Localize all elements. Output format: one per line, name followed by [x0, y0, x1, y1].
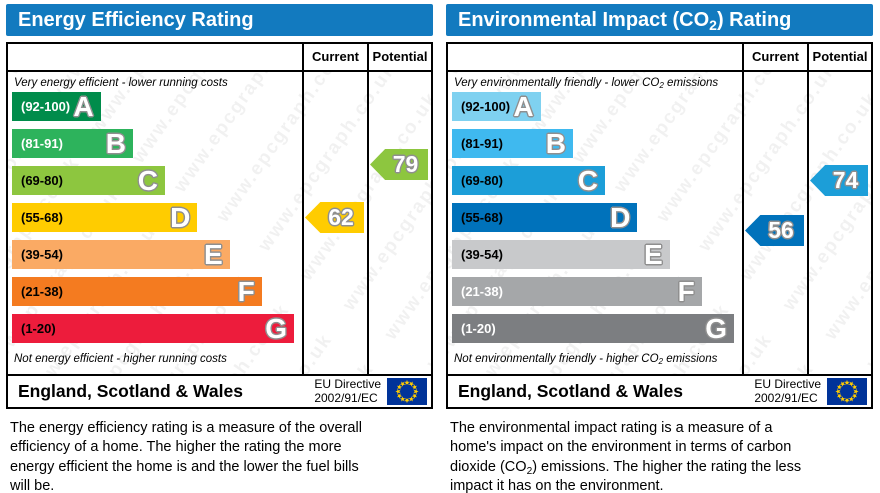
band-f: (21-38) F [12, 277, 262, 306]
title-subscript: 2 [709, 17, 717, 34]
band-letter: C [137, 165, 158, 196]
potential-column-header: Potential [367, 44, 431, 70]
chart-body: www.epcgraph.co.uk www.epcgraph.co.uk ww… [8, 72, 431, 374]
band-letter: D [610, 202, 631, 233]
bands-list: (92-100) A (81-91) B (69-80) C (55-68) D… [12, 92, 298, 351]
band-a: (92-100) A [12, 92, 101, 121]
band-range-label: (1-20) [461, 321, 496, 336]
potential-rating-value: 74 [832, 167, 859, 193]
current-column-header: Current [302, 44, 367, 70]
band-letter: D [170, 202, 191, 233]
bands-column: Very environmentally friendly - lower CO… [448, 72, 742, 374]
bottom-annotation: Not energy efficient - higher running co… [14, 353, 227, 365]
band-letter: E [203, 239, 223, 270]
band-e: (39-54) E [12, 240, 230, 269]
current-rating-arrow: 62 [305, 202, 364, 233]
band-g: (1-20) G [452, 314, 734, 343]
current-column: 56 [742, 72, 807, 374]
band-c: (69-80) C [452, 166, 605, 195]
chart-body: www.epcgraph.co.uk www.epcgraph.co.uk ww… [448, 72, 871, 374]
bottom-annotation: Not environmentally friendly - higher CO… [454, 353, 718, 367]
potential-rating-arrow: 74 [810, 165, 868, 196]
region-label: England, Scotland & Wales [458, 381, 683, 401]
current-column: 62 [302, 72, 367, 374]
title-text: Energy Efficiency Rating [18, 9, 254, 31]
band-range-label: (39-54) [21, 247, 63, 262]
bands-list: (92-100) A (81-91) B (69-80) C (55-68) D… [452, 92, 738, 351]
environmental-impact-panel: Environmental Impact (CO2) Rating Curren… [446, 4, 873, 493]
band-letter: F [237, 276, 255, 307]
band-range-label: (92-100) [461, 99, 511, 114]
band-e: (39-54) E [452, 240, 670, 269]
band-d: (55-68) D [452, 202, 638, 233]
band-letter: C [577, 165, 598, 196]
environmental-rating-table: Current Potential www.epcgraph.co.uk www… [446, 42, 873, 409]
band-letter: G [705, 313, 727, 344]
band-a: (92-100) A [452, 92, 541, 121]
band-range-label: (21-38) [21, 284, 63, 299]
panel-description: The environmental impact rating is a mea… [450, 420, 802, 493]
title-text-post: ) Rating [716, 9, 792, 31]
table-footer: England, Scotland & Wales EU Directive 2… [8, 374, 431, 407]
panel-description: The energy efficiency rating is a measur… [10, 420, 362, 493]
energy-efficiency-panel: Energy Efficiency Rating Current Potenti… [6, 4, 433, 493]
title-text: Environmental Impact (CO [458, 9, 710, 31]
band-range-label: (39-54) [461, 247, 503, 262]
empty-header-cell [8, 44, 302, 70]
band-letter: B [545, 128, 566, 159]
bands-column: Very energy efficient - lower running co… [8, 72, 302, 374]
top-annotation: Very environmentally friendly - lower CO… [454, 77, 719, 91]
band-range-label: (81-91) [461, 136, 503, 151]
current-column-header: Current [742, 44, 807, 70]
eu-directive-label: EU Directive 2002/91/EC [754, 376, 821, 405]
eu-directive-label: EU Directive 2002/91/EC [314, 376, 381, 405]
band-range-label: (69-80) [21, 173, 63, 188]
band-letter: G [265, 313, 287, 344]
energy-rating-table: Current Potential www.epcgraph.co.uk www… [6, 42, 433, 409]
band-range-label: (81-91) [21, 136, 63, 151]
eu-flag-icon [387, 378, 427, 405]
band-letter: B [105, 128, 126, 159]
potential-column: 74 [807, 72, 871, 374]
empty-header-cell [448, 44, 742, 70]
potential-rating-value: 79 [392, 151, 419, 177]
current-rating-arrow: 56 [745, 215, 804, 246]
band-range-label: (69-80) [461, 173, 503, 188]
potential-rating-arrow: 79 [370, 149, 428, 180]
band-range-label: (1-20) [21, 321, 56, 336]
band-range-label: (21-38) [461, 284, 503, 299]
table-header-row: Current Potential [448, 44, 871, 72]
potential-column: 79 [367, 72, 431, 374]
band-range-label: (55-68) [21, 210, 63, 225]
current-rating-value: 62 [328, 204, 354, 230]
panel-title-energy: Energy Efficiency Rating [6, 4, 433, 36]
potential-column-header: Potential [807, 44, 871, 70]
eu-flag-icon [827, 378, 867, 405]
band-d: (55-68) D [12, 202, 198, 233]
band-range-label: (55-68) [461, 210, 503, 225]
band-letter: A [513, 91, 534, 122]
band-b: (81-91) B [452, 129, 573, 158]
band-c: (69-80) C [12, 166, 165, 195]
band-letter: F [677, 276, 695, 307]
panel-title-environmental: Environmental Impact (CO2) Rating [446, 4, 873, 36]
region-label: England, Scotland & Wales [18, 381, 243, 401]
band-f: (21-38) F [452, 277, 702, 306]
table-footer: England, Scotland & Wales EU Directive 2… [448, 374, 871, 407]
top-annotation: Very energy efficient - lower running co… [14, 77, 228, 89]
current-rating-value: 56 [768, 217, 794, 243]
band-letter: E [643, 239, 663, 270]
band-range-label: (92-100) [21, 99, 71, 114]
band-b: (81-91) B [12, 129, 133, 158]
band-letter: A [73, 91, 94, 122]
table-header-row: Current Potential [8, 44, 431, 72]
band-g: (1-20) G [12, 314, 294, 343]
